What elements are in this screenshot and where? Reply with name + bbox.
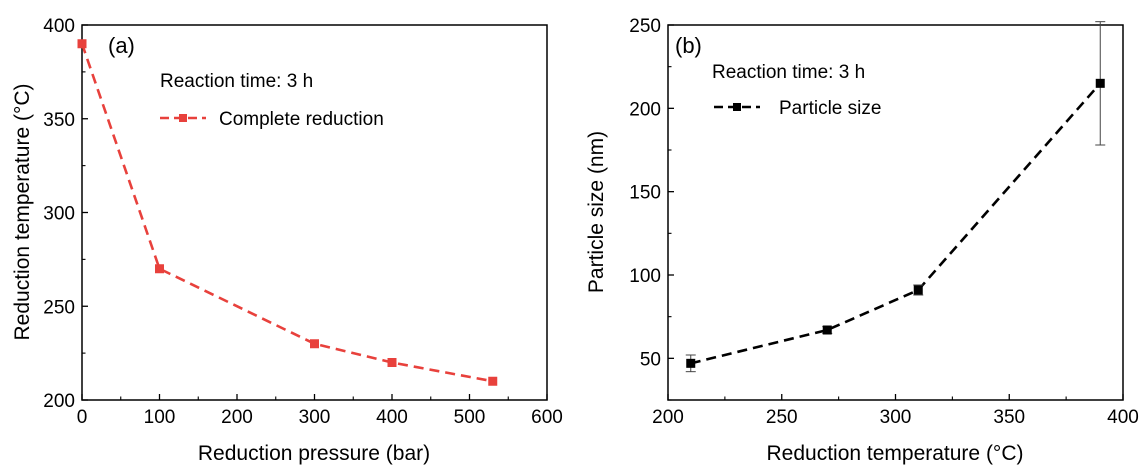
legend-label-a: Complete reduction [219, 109, 384, 130]
annotation-a: Reaction time: 3 h [160, 71, 313, 92]
x-axis-title-b: Reduction temperature (°C) [766, 442, 1023, 465]
x-axis-title-a: Reduction pressure (bar) [198, 442, 430, 465]
legend-marker-a [179, 114, 187, 122]
panel-b: 200 250 300 350 400 50 100 150 200 250 (b) React… [585, 16, 1139, 465]
y-tick-label-b: 50 [640, 349, 661, 370]
markers-a [77, 39, 498, 386]
y-ticks-a: 200 250 300 350 400 [43, 16, 88, 412]
y-tick-label-b: 150 [629, 183, 661, 204]
data-point-b [822, 325, 832, 335]
legend-marker-b [733, 103, 741, 111]
x-tick-label-b: 400 [1107, 407, 1139, 428]
x-tick-label-b: 200 [652, 407, 684, 428]
panel-label-b: (b) [675, 33, 702, 58]
y-tick-label-b: 200 [629, 99, 661, 120]
data-point-a [387, 358, 397, 367]
legend-a: Complete reduction [160, 109, 384, 130]
x-tick-label-a: 0 [77, 407, 88, 428]
x-tick-label-a: 200 [221, 407, 253, 428]
y-tick-label-a: 200 [43, 391, 75, 412]
data-point-b [1095, 78, 1105, 88]
x-tick-label-a: 500 [454, 407, 486, 428]
series-line-b [690, 82, 1102, 365]
y-tick-label-b: 100 [629, 266, 661, 287]
x-ticks-a: 0 100 200 300 400 500 600 [77, 394, 563, 428]
y-tick-label-a: 350 [43, 110, 75, 131]
data-point-b [913, 285, 923, 295]
x-tick-label-a: 100 [144, 407, 176, 428]
y-axis-title-b: Particle size (nm) [585, 131, 608, 293]
x-tick-label-a: 300 [299, 407, 331, 428]
annotation-b: Reaction time: 3 h [712, 62, 865, 83]
y-tick-label-a: 300 [43, 204, 75, 225]
legend-b: Particle size [714, 98, 881, 119]
data-point-a [488, 376, 498, 386]
x-tick-label-b: 300 [880, 407, 912, 428]
x-ticks-b: 200 250 300 350 400 [652, 394, 1139, 428]
x-tick-label-b: 350 [993, 407, 1025, 428]
series-lines-a [80, 43, 493, 383]
x-tick-label-b: 250 [766, 407, 798, 428]
y-tick-label-b: 250 [629, 16, 661, 37]
data-point-b [686, 358, 696, 368]
data-point-a [77, 39, 87, 49]
legend-label-b: Particle size [779, 98, 881, 119]
y-tick-label-a: 400 [43, 16, 75, 37]
panel-label-a: (a) [108, 33, 135, 58]
x-tick-label-a: 600 [531, 407, 563, 428]
series-line-a [80, 43, 493, 383]
data-point-a [155, 264, 164, 274]
x-tick-label-a: 400 [376, 407, 408, 428]
y-tick-label-a: 250 [43, 297, 75, 318]
series-lines-b [690, 82, 1102, 365]
data-point-a [310, 339, 319, 349]
markers-b [686, 78, 1105, 368]
y-axis-title-a: Reduction temperature (°C) [11, 83, 34, 340]
y-ticks-b: 50 100 150 200 250 [629, 16, 674, 401]
